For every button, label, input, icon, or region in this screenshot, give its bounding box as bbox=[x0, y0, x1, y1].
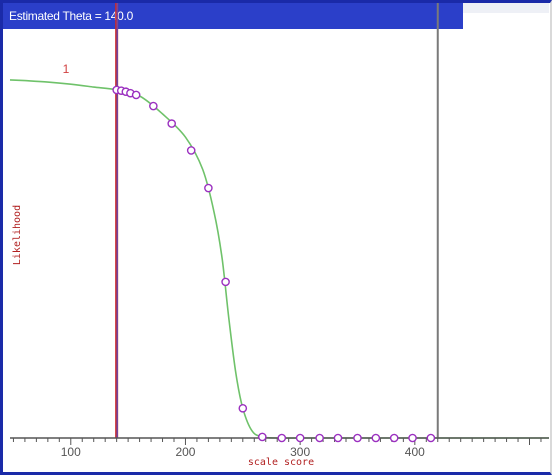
y-axis-title: Likelihood bbox=[12, 205, 23, 265]
data-point bbox=[257, 432, 267, 442]
data-point bbox=[238, 403, 248, 413]
curve-layer bbox=[9, 79, 549, 439]
data-point bbox=[167, 119, 176, 128]
data-point bbox=[408, 433, 417, 443]
x-tick-label: 400 bbox=[405, 445, 425, 459]
data-points bbox=[112, 85, 436, 443]
y-max-marker-label: 1 bbox=[63, 62, 70, 76]
data-point bbox=[149, 101, 158, 111]
data-point bbox=[204, 183, 213, 193]
window-title: Estimated Theta = 140.0 bbox=[3, 3, 463, 29]
x-tick-label: 200 bbox=[175, 445, 195, 459]
data-point bbox=[131, 90, 141, 100]
x-tick-label: 100 bbox=[61, 445, 81, 459]
data-point bbox=[277, 433, 287, 443]
vertical-lines bbox=[115, 3, 439, 438]
data-point bbox=[221, 277, 230, 287]
data-point bbox=[186, 146, 196, 155]
likelihood-curve bbox=[9, 79, 549, 439]
data-point bbox=[426, 433, 436, 443]
data-point bbox=[315, 433, 324, 443]
data-point bbox=[295, 433, 305, 443]
x-axis-title: scale score bbox=[248, 457, 314, 468]
title-strip-extension bbox=[463, 3, 549, 13]
data-point bbox=[389, 433, 399, 443]
data-point bbox=[353, 433, 362, 443]
data-point bbox=[371, 433, 381, 443]
x-tick-label: 300 bbox=[290, 445, 310, 459]
data-point bbox=[333, 433, 343, 443]
